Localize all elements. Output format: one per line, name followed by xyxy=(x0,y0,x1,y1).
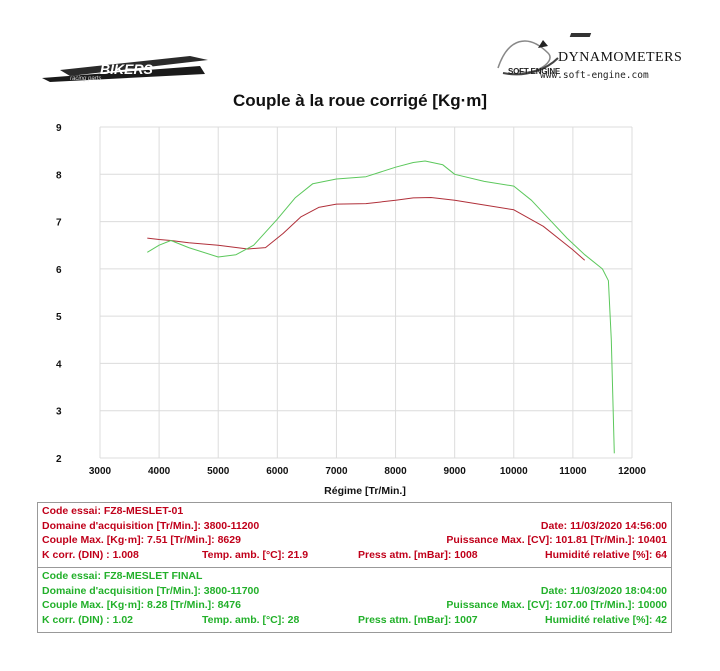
y-tick-label: 5 xyxy=(56,312,62,323)
logo-left-text: BIKERS xyxy=(100,61,154,77)
chart-title: Couple à la roue corrigé [Kg·m] xyxy=(232,91,488,110)
brand-name: DYNAMOMETERS xyxy=(558,50,683,65)
bikers-logo: BIKERS racing parts xyxy=(42,56,208,82)
domain-acquisition: Domaine d'acquisition [Tr/Min.]: 3800-11… xyxy=(42,520,260,532)
x-tick-labels: 3000 4000 5000 6000 7000 8000 9000 10000 11000 12… xyxy=(89,466,646,477)
y-tick-label: 3 xyxy=(56,407,62,418)
x-tick-label: 5000 xyxy=(207,466,230,477)
y-tick-label: 9 xyxy=(56,123,62,134)
dyno-emblem-icon xyxy=(497,33,592,76)
test-info-green: Code essai: FZ8-MESLET FINAL Domaine d'a… xyxy=(37,567,672,633)
temp-amb: Temp. amb. [°C]: 21.9 xyxy=(202,549,309,561)
temp-amb: Temp. amb. [°C]: 28 xyxy=(202,614,300,626)
y-tick-label: 4 xyxy=(56,359,62,370)
press-atm: Press atm. [mBar]: 1007 xyxy=(358,614,478,626)
series-line-red xyxy=(147,197,586,261)
domain-acquisition: Domaine d'acquisition [Tr/Min.]: 3800-11… xyxy=(42,585,260,597)
k-corr: K corr. (DIN) : 1.008 xyxy=(42,549,139,561)
test-date: Date: 11/03/2020 18:04:00 xyxy=(540,585,667,597)
puissance-max: Puissance Max. [CV]: 107.00 [Tr/Min.]: 1… xyxy=(446,599,667,611)
x-tick-label: 8000 xyxy=(384,466,407,477)
chart-grid xyxy=(99,126,633,459)
humidite: Humidité relative [%]: 42 xyxy=(545,614,667,626)
x-tick-label: 10000 xyxy=(500,466,528,477)
brand-engine: SOFT-ENGINE xyxy=(508,67,561,76)
y-tick-label: 2 xyxy=(56,454,62,465)
press-atm: Press atm. [mBar]: 1008 xyxy=(358,549,478,561)
humidite: Humidité relative [%]: 64 xyxy=(545,549,667,561)
puissance-max: Puissance Max. [CV]: 101.81 [Tr/Min.]: 1… xyxy=(446,534,667,546)
svg-text:racing parts: racing parts xyxy=(70,76,101,82)
couple-max: Couple Max. [Kg·m]: 7.51 [Tr/Min.]: 8629 xyxy=(42,534,241,546)
chart-series xyxy=(147,160,615,454)
x-axis-label: Régime [Tr/Min.] xyxy=(324,485,406,497)
test-date: Date: 11/03/2020 14:56:00 xyxy=(540,520,667,532)
y-tick-label: 7 xyxy=(56,218,62,229)
x-tick-label: 3000 xyxy=(89,466,112,477)
x-tick-label: 11000 xyxy=(559,466,587,477)
couple-max: Couple Max. [Kg·m]: 8.28 [Tr/Min.]: 8476 xyxy=(42,599,241,611)
y-tick-label: 8 xyxy=(56,170,62,181)
code-essai: Code essai: FZ8-MESLET-01 xyxy=(42,505,184,517)
x-tick-label: 6000 xyxy=(266,466,289,477)
torque-chart: 2 3 4 5 6 7 8 9 3000 4000 5000 6000 7000 8000 9000 100… xyxy=(56,123,646,497)
brand-url: www.soft-engine.com xyxy=(540,70,649,81)
y-tick-label: 6 xyxy=(56,265,62,276)
x-tick-label: 7000 xyxy=(325,466,348,477)
x-tick-label: 9000 xyxy=(444,466,467,477)
series-line-green xyxy=(147,160,615,454)
x-tick-label: 4000 xyxy=(148,466,171,477)
k-corr: K corr. (DIN) : 1.02 xyxy=(42,614,134,626)
code-essai: Code essai: FZ8-MESLET FINAL xyxy=(42,570,203,582)
x-tick-label: 12000 xyxy=(618,466,646,477)
test-info-red: Code essai: FZ8-MESLET-01 Domaine d'acqu… xyxy=(37,502,672,568)
y-tick-labels: 2 3 4 5 6 7 8 9 xyxy=(56,123,62,465)
